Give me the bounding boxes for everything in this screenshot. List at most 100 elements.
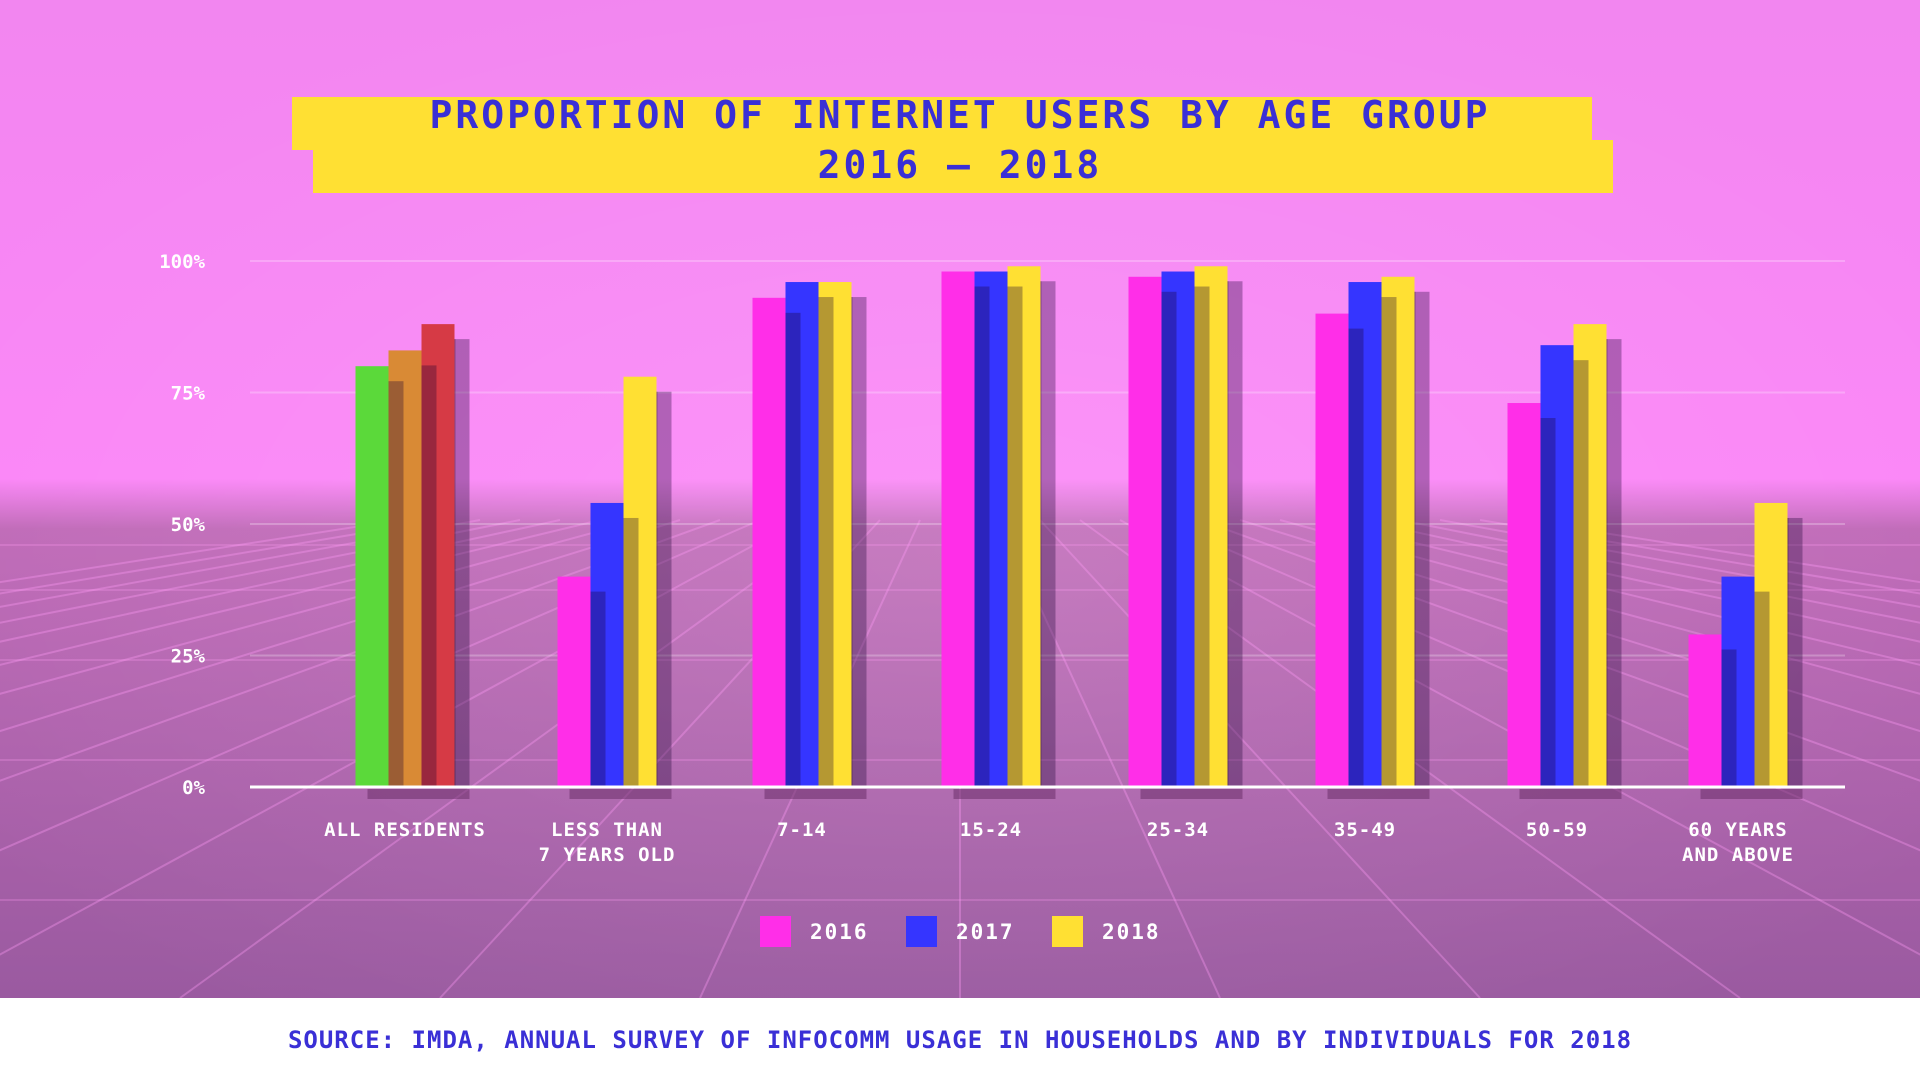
bar-2018 [1754, 502, 1788, 787]
bar-2017 [974, 271, 1008, 787]
bar-inner-shadow [1787, 517, 1803, 787]
bar-2018 [1007, 266, 1041, 787]
bar-2018 [818, 282, 852, 787]
bar-floor-shadow [1327, 789, 1430, 799]
bars [355, 266, 1803, 787]
bar-inner-shadow [421, 365, 437, 787]
bar-2016 [1507, 403, 1541, 787]
chart-title: PROPORTION OF INTERNET USERS BY AGE GROU… [430, 93, 1491, 137]
bar-2017 [1161, 271, 1195, 787]
legend-label-2016: 2016 [810, 920, 869, 944]
bar-inner-shadow [1754, 591, 1770, 787]
floor-grid-line [0, 519, 481, 608]
footer-background [0, 998, 1920, 1080]
title-banner: PROPORTION OF INTERNET USERS BY AGE GROU… [292, 93, 1613, 193]
x-tick-label: AND ABOVE [1682, 844, 1794, 866]
bar-2017 [1721, 576, 1755, 787]
bar-2018 [623, 376, 657, 787]
category-labels: ALL RESIDENTS LESS THAN 7 YEARS OLD 7-14 15-… [324, 819, 1794, 866]
x-tick-label: 50-59 [1526, 819, 1588, 841]
bar-inner-shadow [1007, 286, 1023, 787]
bar-inner-shadow [623, 517, 639, 787]
bar-2018 [1194, 266, 1228, 787]
floor-grid-line [179, 519, 841, 999]
bar-inner-shadow [1540, 418, 1556, 787]
floor-grid-line [1399, 519, 1920, 624]
floor-grid-line [1039, 519, 1481, 999]
legend-label-2017: 2017 [956, 920, 1015, 944]
y-tick-label: 25% [171, 646, 206, 668]
bar-inner-shadow [1194, 286, 1210, 787]
bar-2017 [785, 282, 819, 787]
bar-floor-shadow [953, 789, 1056, 799]
floor-grid-line [0, 519, 601, 666]
bar-inner-shadow [851, 297, 867, 787]
floor-grid-line [1199, 519, 1920, 782]
chart-subtitle: 2016 – 2018 [818, 143, 1103, 187]
bar-inner-shadow [1040, 281, 1056, 787]
floor-grid-line [0, 519, 561, 643]
bar-inner-shadow [1573, 360, 1589, 787]
x-tick-label: 25-34 [1147, 819, 1209, 841]
floor-grid-line [1319, 519, 1920, 666]
bar-inner-shadow [1348, 328, 1364, 787]
legend-label-2018: 2018 [1102, 920, 1161, 944]
bar-2016 [941, 271, 975, 787]
bar-2016 [1128, 276, 1162, 787]
bar-2016 [1688, 634, 1722, 787]
legend-swatch-2018 [1052, 916, 1083, 947]
floor-grid-line [0, 519, 641, 695]
bar-inner-shadow [1606, 339, 1622, 787]
bar-2016 [1315, 313, 1349, 787]
bar-2018 [421, 324, 455, 787]
bar-2018 [1573, 324, 1607, 787]
floor-grid-line [1439, 519, 1920, 608]
bar-inner-shadow [454, 339, 470, 787]
bar-floor-shadow [1140, 789, 1243, 799]
bar-inner-shadow [1721, 649, 1737, 787]
title-banner-bottom [313, 140, 1613, 193]
bar-2016 [355, 366, 389, 787]
bar-inner-shadow [1414, 291, 1430, 787]
y-axis-ticks: 0% 25% 50% 75% 100% [159, 251, 205, 799]
x-tick-label: 35-49 [1334, 819, 1396, 841]
bar-inner-shadow [656, 391, 672, 787]
y-tick-label: 50% [171, 514, 206, 536]
bar-2017 [590, 502, 624, 787]
floor-grid-line [1239, 519, 1920, 733]
bar-2018 [1381, 276, 1415, 787]
x-tick-label: 7 YEARS OLD [539, 844, 676, 866]
x-tick-label: 7-14 [777, 819, 827, 841]
bar-floor-shadow [367, 789, 470, 799]
x-tick-label: LESS THAN [551, 819, 663, 841]
legend-swatch-2017 [906, 916, 937, 947]
bar-inner-shadow [785, 312, 801, 787]
bar-2017 [388, 350, 422, 787]
bar-inner-shadow [1381, 297, 1397, 787]
bar-floor-shadow [764, 789, 867, 799]
bar-2017 [1540, 345, 1574, 787]
legend: 2016 2017 2018 [760, 916, 1161, 947]
floor-grid-line [0, 519, 721, 782]
bar-inner-shadow [590, 591, 606, 787]
bar-2016 [557, 576, 591, 787]
bar-floor-shadow [569, 789, 672, 799]
source-note: SOURCE: IMDA, ANNUAL SURVEY OF INFOCOMM … [288, 1026, 1632, 1054]
bar-inner-shadow [974, 286, 990, 787]
bar-2016 [752, 297, 786, 787]
bar-inner-shadow [1161, 291, 1177, 787]
x-tick-label: 15-24 [960, 819, 1022, 841]
floor-grid-line [0, 519, 521, 624]
x-tick-label: 60 YEARS [1688, 819, 1788, 841]
bar-inner-shadow [388, 381, 404, 787]
y-tick-label: 100% [159, 251, 205, 273]
x-tick-label: ALL RESIDENTS [324, 819, 486, 841]
bar-inner-shadow [818, 297, 834, 787]
y-tick-label: 0% [182, 777, 205, 799]
bar-2017 [1348, 282, 1382, 787]
bar-inner-shadow [1227, 281, 1243, 787]
legend-swatch-2016 [760, 916, 791, 947]
bar-floor-shadow [1519, 789, 1622, 799]
